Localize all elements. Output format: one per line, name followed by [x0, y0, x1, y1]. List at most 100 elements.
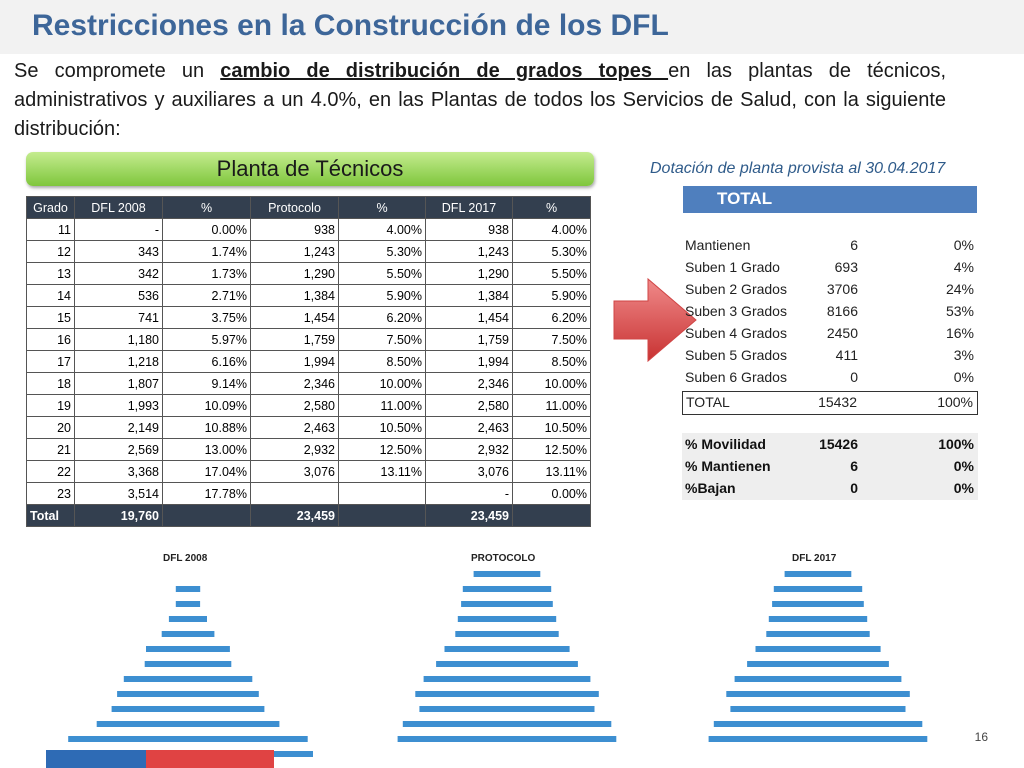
pyramid-bar	[144, 661, 232, 667]
summary-cell: 8166	[826, 303, 858, 319]
table-cell: 5.97%	[162, 328, 251, 351]
pyramid-bar	[161, 631, 215, 637]
table-cell: 2,463	[250, 416, 339, 439]
table-row: 23 3,514 17.78% -0.00%	[26, 482, 591, 505]
pyramid-bar	[747, 661, 889, 667]
total-header-bar: TOTAL	[683, 186, 977, 213]
pyramid-bar	[423, 676, 591, 682]
pyramid-bar	[730, 706, 906, 712]
summary-total-cell: 100%	[937, 394, 973, 410]
table-cell: 10.09%	[162, 394, 251, 417]
table-cell: 10.50%	[512, 416, 591, 439]
summary-cell: % Mantienen	[685, 458, 771, 474]
grados-table: Grado DFL 2008% Protocolo% DFL 2017% 11-0.0…	[26, 196, 591, 527]
summary-cell: 6	[850, 237, 858, 253]
summary-cell: 0%	[953, 480, 974, 496]
table-cell: 1,243	[250, 240, 339, 263]
pyramid-bar	[68, 736, 308, 742]
summary-cell: Suben 3 Grados	[685, 303, 787, 319]
summary-total-row: TOTAL 15432 100%	[682, 391, 978, 415]
table-cell: 1,759	[250, 328, 339, 351]
summary-row: Suben 5 Grados 411 3%	[682, 345, 978, 367]
summary-row: Suben 2 Grados 3706 24%	[682, 279, 978, 301]
table-cell: 0.00%	[162, 218, 251, 241]
pyramid-bar	[773, 586, 863, 592]
table-row: 13 342 1.73% 1,290 5.50% 1,290 5.50%	[26, 262, 591, 285]
movilidad-table: % Movilidad 15426 100%% Mantienen 6 0% %Bajan…	[682, 433, 978, 500]
table-cell: 21	[26, 438, 75, 461]
table-cell: 20	[26, 416, 75, 439]
table-cell: 1,994	[250, 350, 339, 373]
table-total-cell: 23,459	[425, 504, 513, 527]
table-total-row: Total 19,760 23,459 23,459	[26, 504, 591, 527]
table-cell: 13.00%	[162, 438, 251, 461]
pyramid-bar	[436, 661, 578, 667]
table-cell: 9.14%	[162, 372, 251, 395]
table-cell: 17.78%	[162, 482, 251, 505]
table-cell: 13.11%	[512, 460, 591, 483]
table-header-cell: %	[162, 196, 251, 219]
pyramid-charts	[63, 571, 928, 757]
table-cell: 2,149	[74, 416, 163, 439]
pyramid-bar	[772, 601, 864, 607]
table-cell: 10.50%	[338, 416, 426, 439]
intro-paragraph: Se compromete un cambio de distribución …	[14, 57, 946, 144]
pyramid-bar	[734, 676, 902, 682]
summary-cell: 100%	[938, 436, 974, 452]
table-cell: 11.00%	[512, 394, 591, 417]
table-cell: 1,454	[425, 306, 513, 329]
table-cell: 14	[26, 284, 75, 307]
pyramid-bar	[397, 736, 617, 742]
summary-cell: 15426	[819, 436, 858, 452]
table-cell: 1,807	[74, 372, 163, 395]
pyramid-bar	[168, 616, 207, 622]
summary-cell: 6	[850, 458, 858, 474]
table-row: 15 741 3.75% 1,454 6.20% 1,454 6.20%	[26, 306, 591, 329]
table-cell: 938	[425, 218, 513, 241]
table-cell: 1,243	[425, 240, 513, 263]
table-cell: 4.00%	[512, 218, 591, 241]
table-cell: 12	[26, 240, 75, 263]
pyramid-bar	[473, 571, 541, 577]
summary-cell: Suben 1 Grado	[685, 259, 780, 275]
table-cell: 2,932	[250, 438, 339, 461]
summary-row: Suben 1 Grado 693 4%	[682, 257, 978, 279]
table-cell: 12.50%	[512, 438, 591, 461]
table-header-row: Grado DFL 2008% Protocolo% DFL 2017%	[26, 196, 591, 219]
table-cell: 6.20%	[512, 306, 591, 329]
table-header-cell: DFL 2008	[74, 196, 163, 219]
table-cell: 4.00%	[338, 218, 426, 241]
table-row: 17 1,218 6.16% 1,994 8.50% 1,994 8.50%	[26, 350, 591, 373]
summary-row: Mantienen 6 0%	[682, 235, 978, 257]
pyramid-bar	[462, 586, 552, 592]
table-cell: 3,368	[74, 460, 163, 483]
summary-cell: 0%	[953, 369, 974, 385]
table-row: 19 1,993 10.09% 2,580 11.00% 2,580 11.00%	[26, 394, 591, 417]
pyramid-bar	[755, 646, 881, 652]
table-cell: 13	[26, 262, 75, 285]
table-row: 12 343 1.74% 1,243 5.30% 1,243 5.30%	[26, 240, 591, 263]
table-cell: 2.71%	[162, 284, 251, 307]
table-row: 21 2,569 13.00% 2,932 12.50% 2,932 12.50%	[26, 438, 591, 461]
table-row: 20 2,149 10.88% 2,463 10.50% 2,463 10.50%	[26, 416, 591, 439]
pyramid-bar	[123, 676, 253, 682]
summary-total-cell: TOTAL	[686, 394, 730, 410]
summary-cell: Suben 4 Grados	[685, 325, 787, 341]
page-number: 16	[974, 730, 988, 744]
pyramid-bar	[768, 616, 868, 622]
summary-cell: 411	[835, 347, 858, 363]
summary-cell: Suben 2 Grados	[685, 281, 787, 297]
table-cell: 16	[26, 328, 75, 351]
table-cell: 10.88%	[162, 416, 251, 439]
table-total-cell: 19,760	[74, 504, 163, 527]
table-cell: 536	[74, 284, 163, 307]
summary-cell: 693	[834, 259, 858, 275]
pyramid-title-dfl2008: DFL 2008	[163, 553, 208, 564]
table-total-cell	[338, 504, 426, 527]
pyramid-bar	[175, 601, 201, 607]
table-header-cell: Grado	[26, 196, 75, 219]
table-cell: 3,076	[425, 460, 513, 483]
pyramid-bar	[784, 571, 852, 577]
summary-cell: 2450	[826, 325, 858, 341]
summary-table: Mantienen 6 0% Suben 1 Grado 693 4% Suben 2 Gr…	[682, 235, 978, 415]
